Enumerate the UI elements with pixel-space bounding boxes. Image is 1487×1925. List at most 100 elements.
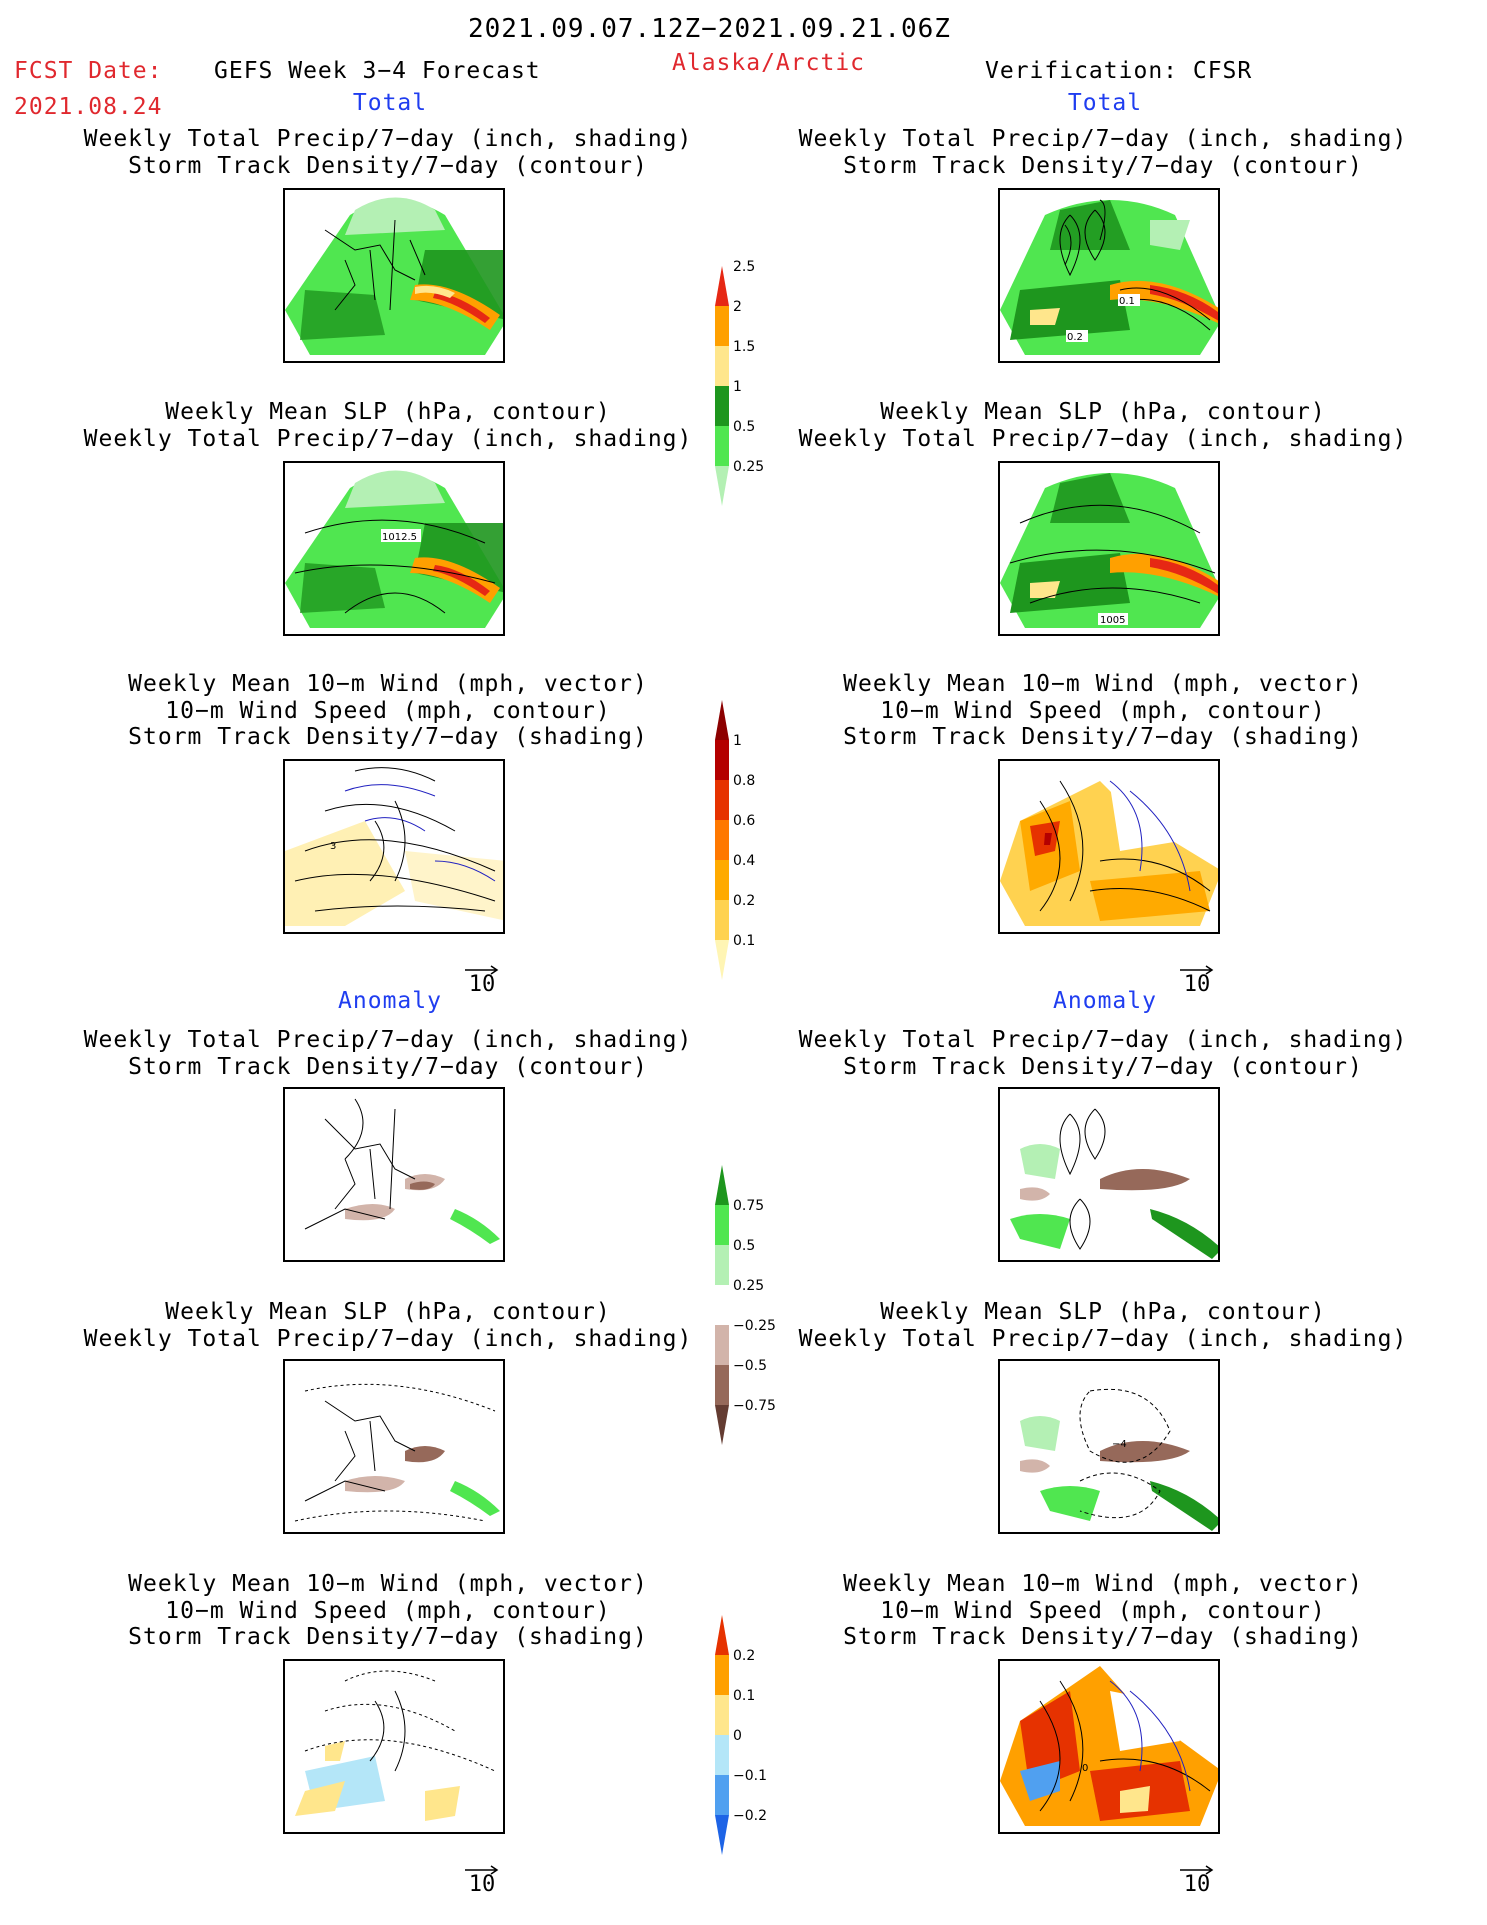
map-forecast-slp: 1012.5 [283, 461, 505, 636]
valid-period: 2021.09.07.12Z−2021.09.21.06Z [468, 14, 951, 44]
vector-ref-l3: 10 [462, 958, 502, 997]
title-r4-a: Weekly Total Precip/7−day (inch, shading… [798, 1027, 1408, 1053]
title-l3-c: Storm Track Density/7−day (shading) [128, 724, 648, 750]
title-l6-a: Weekly Mean 10−m Wind (mph, vector) [128, 1571, 648, 1597]
colorbar-swatch [715, 700, 729, 740]
colorbar-precip-total: 0.25 0.5 1 1.5 2 2.5 [715, 259, 795, 514]
region-title: Alaska/Arctic [672, 50, 866, 76]
anomaly-slp-label: −4 [1112, 1439, 1127, 1450]
title-r1-b: Storm Track Density/7−day (contour) [843, 153, 1363, 179]
colorbar-tick-label: 0.1 [733, 1688, 755, 1704]
vector-ref-r6: 10 [1177, 1858, 1217, 1897]
colorbar-precip-anomaly: −0.75 −0.5 −0.25 0.25 0.5 0.75 [715, 1165, 795, 1453]
colorbar-swatch [715, 1615, 729, 1655]
map-forecast-anomaly-slp [283, 1359, 505, 1534]
anomaly-wind-label: 0 [1082, 1763, 1088, 1774]
section-anomaly-left: Anomaly [338, 988, 442, 1014]
title-r5-b: Weekly Total Precip/7−day (inch, shading… [798, 1326, 1408, 1352]
wind-contour-label: 3 [330, 841, 336, 852]
map-observed-slp: 1005 [998, 461, 1220, 636]
colorbar-swatch [715, 1365, 729, 1405]
colorbar-tick-label: −0.25 [733, 1318, 776, 1334]
title-r3-c: Storm Track Density/7−day (shading) [843, 724, 1363, 750]
fcst-date: 2021.08.24 [14, 94, 163, 120]
colorbar-swatch [715, 306, 729, 346]
colorbar-tick-label: 0.2 [733, 1648, 755, 1664]
title-l3-b: 10−m Wind Speed (mph, contour) [165, 698, 611, 724]
colorbar-tick-label: 0.5 [733, 419, 755, 435]
title-r4-b: Storm Track Density/7−day (contour) [843, 1054, 1363, 1080]
vector-ref-label: 10 [468, 972, 496, 997]
colorbar-swatch [715, 466, 729, 506]
title-r3-b: 10−m Wind Speed (mph, contour) [880, 698, 1326, 724]
title-l4-b: Storm Track Density/7−day (contour) [128, 1054, 648, 1080]
colorbar-tick-label: 0.5 [733, 1238, 755, 1254]
map-forecast-wind: 3 [283, 759, 505, 934]
storm-contour-label-a: 0.1 [1119, 296, 1135, 307]
colorbar-swatch [715, 266, 729, 306]
storm-contour-label-b: 0.2 [1067, 332, 1083, 343]
colorbar-tick-label: 1 [733, 379, 742, 395]
title-l2-a: Weekly Mean SLP (hPa, contour) [165, 399, 611, 425]
title-l6-c: Storm Track Density/7−day (shading) [128, 1624, 648, 1650]
colorbar-tick-label: −0.5 [733, 1358, 767, 1374]
title-r6-a: Weekly Mean 10−m Wind (mph, vector) [843, 1571, 1363, 1597]
colorbar-tick-label: 0.2 [733, 893, 755, 909]
colorbar-tick-label: 0.1 [733, 933, 755, 949]
map-forecast-anomaly-wind [283, 1659, 505, 1834]
title-l5-b: Weekly Total Precip/7−day (inch, shading… [83, 1326, 693, 1352]
slp-contour-label: 1012.5 [382, 532, 417, 543]
title-l4-a: Weekly Total Precip/7−day (inch, shading… [83, 1027, 693, 1053]
colorbar-swatch [715, 820, 729, 860]
title-l1-b: Storm Track Density/7−day (contour) [128, 153, 648, 179]
section-anomaly-right: Anomaly [1053, 988, 1157, 1014]
colorbar-swatch [715, 426, 729, 466]
colorbar-swatch [715, 860, 729, 900]
colorbar-storm-total: 0.1 0.2 0.4 0.6 0.8 1 [715, 700, 795, 988]
title-r6-b: 10−m Wind Speed (mph, contour) [880, 1598, 1326, 1624]
colorbar-swatch [715, 1325, 729, 1365]
title-l1-a: Weekly Total Precip/7−day (inch, shading… [83, 126, 693, 152]
title-l6-b: 10−m Wind Speed (mph, contour) [165, 1598, 611, 1624]
title-l2-b: Weekly Total Precip/7−day (inch, shading… [83, 426, 693, 452]
colorbar-swatch [715, 1695, 729, 1735]
map-forecast-anomaly-precip [283, 1087, 505, 1262]
verification-title: Verification: CFSR [985, 58, 1253, 84]
colorbar-tick-label: −0.2 [733, 1808, 767, 1824]
map-observed-wind [998, 759, 1220, 934]
colorbar-storm-anomaly: −0.2 −0.1 0 0.1 0.2 [715, 1615, 795, 1863]
vector-ref-label: 10 [1183, 972, 1211, 997]
map-observed-anomaly-slp: −4 [998, 1359, 1220, 1534]
colorbar-tick-label: 0.25 [733, 1278, 764, 1294]
vector-ref-label: 10 [468, 1872, 496, 1897]
colorbar-swatch [715, 1655, 729, 1695]
colorbar-swatch [715, 1775, 729, 1815]
title-r2-b: Weekly Total Precip/7−day (inch, shading… [798, 426, 1408, 452]
title-l5-a: Weekly Mean SLP (hPa, contour) [165, 1299, 611, 1325]
section-total-left: Total [352, 90, 428, 116]
colorbar-swatch [715, 1205, 729, 1245]
colorbar-tick-label: 0.8 [733, 773, 755, 789]
colorbar-tick-label: 0.4 [733, 853, 755, 869]
colorbar-swatch [715, 900, 729, 940]
colorbar-swatch [715, 1165, 729, 1205]
colorbar-tick-label: −0.1 [733, 1768, 767, 1784]
title-r3-a: Weekly Mean 10−m Wind (mph, vector) [843, 671, 1363, 697]
map-observed-anomaly-wind: 0 [998, 1659, 1220, 1834]
vector-ref-r3: 10 [1177, 958, 1217, 997]
colorbar-swatch [715, 1735, 729, 1775]
map-observed-anomaly-precip [998, 1087, 1220, 1262]
title-r2-a: Weekly Mean SLP (hPa, contour) [880, 399, 1326, 425]
title-l3-a: Weekly Mean 10−m Wind (mph, vector) [128, 671, 648, 697]
colorbar-tick-label: 2.5 [733, 259, 755, 275]
forecast-title: GEFS Week 3−4 Forecast [214, 58, 541, 84]
colorbar-tick-label: 1 [733, 733, 742, 749]
colorbar-swatch [715, 1285, 729, 1325]
colorbar-tick-label: 1.5 [733, 339, 755, 355]
section-total-right: Total [1067, 90, 1143, 116]
vector-ref-label: 10 [1183, 1872, 1211, 1897]
colorbar-tick-label: 0.6 [733, 813, 755, 829]
colorbar-tick-label: 0.75 [733, 1198, 764, 1214]
colorbar-swatch [715, 740, 729, 780]
colorbar-swatch [715, 386, 729, 426]
